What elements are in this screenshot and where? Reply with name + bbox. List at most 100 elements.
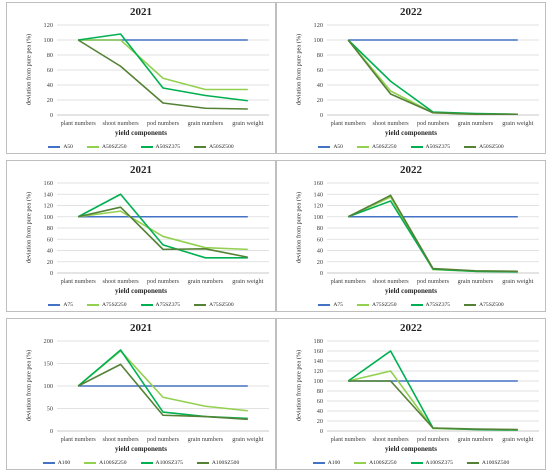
y-tick-label: 120 (44, 203, 53, 210)
y-axis-label: deviation from pure pea (%) (25, 191, 33, 264)
y-axis-label: deviation from pure pea (%) (295, 191, 303, 264)
legend-label: A50SZ500 (479, 144, 504, 150)
y-tick-label: 20 (47, 97, 53, 104)
y-tick-label: 60 (317, 398, 323, 405)
legend-swatch (84, 462, 97, 464)
chart-title: 2022 (400, 322, 422, 334)
legend-item: A50 (48, 144, 73, 150)
chart-title: 2022 (400, 164, 422, 176)
line-chart: 0 20 40 60 80 100 120 140 160 plant numbers shoot … (314, 180, 539, 285)
legend-swatch (466, 462, 479, 464)
x-axis-label: yield components (115, 287, 167, 295)
legend: A100 A100SZ250 A100SZ375 A100SZ500 (7, 460, 275, 466)
x-tick-label: grain weight (232, 120, 263, 127)
x-tick-label: grain numbers (188, 278, 224, 285)
legend-item: A100SZ250 (354, 460, 397, 466)
legend-swatch (194, 146, 207, 148)
y-tick-label: 20 (47, 259, 53, 266)
x-tick-label: grain weight (502, 436, 533, 443)
y-tick-label: 160 (314, 180, 323, 187)
legend-swatch (196, 462, 209, 464)
legend-label: A50 (63, 144, 73, 150)
y-tick-label: 40 (47, 82, 53, 89)
y-tick-label: 80 (47, 225, 53, 232)
chart-title: 2021 (130, 322, 152, 334)
y-tick-label: 50 (47, 406, 53, 413)
y-tick-label: 100 (44, 37, 53, 44)
x-axis-label: yield components (385, 445, 437, 453)
legend-item: A50SZ375 (410, 144, 450, 150)
legend-item: A75SZ375 (410, 302, 450, 308)
x-tick-label: pod numbers (417, 120, 450, 127)
legend-item: A100SZ375 (410, 460, 453, 466)
x-tick-label: pod numbers (147, 436, 180, 443)
legend-swatch (86, 146, 99, 148)
legend-item: A100SZ375 (140, 460, 183, 466)
legend-label: A75SZ250 (101, 302, 127, 308)
legend-swatch (48, 146, 61, 148)
x-tick-label: grain numbers (188, 120, 224, 127)
legend-item: A75 (318, 302, 343, 308)
y-tick-label: 20 (317, 259, 323, 266)
legend-label: A100SZ250 (99, 460, 127, 466)
chart-panel-a50-2021: 2021 0 20 40 60 80 100 120 plant numbers shoot nu… (6, 2, 276, 154)
legend-item: A100 (42, 460, 71, 466)
x-tick-label: grain numbers (188, 436, 224, 443)
series-line-a75sz375 (347, 200, 518, 273)
series-line-a50sz500 (77, 39, 248, 110)
legend-label: A100 (57, 460, 71, 466)
x-tick-label: plant numbers (61, 120, 97, 127)
y-tick-label: 80 (317, 388, 323, 395)
y-tick-label: 80 (47, 52, 53, 59)
x-tick-label: plant numbers (331, 436, 367, 443)
x-tick-label: grain weight (502, 120, 533, 127)
x-tick-label: plant numbers (61, 436, 97, 443)
y-tick-label: 80 (317, 52, 323, 59)
legend-label: A50SZ250 (101, 144, 127, 150)
legend-label: A75SZ250 (371, 302, 397, 308)
x-axis-label: yield components (115, 129, 167, 137)
y-tick-label: 0 (50, 428, 53, 435)
chart-title: 2021 (130, 164, 152, 176)
x-tick-label: plant numbers (331, 120, 367, 127)
legend-label: A50SZ375 (155, 144, 181, 150)
legend-label: A100SZ375 (425, 460, 453, 466)
series-line-a50sz375 (78, 33, 248, 102)
legend-swatch (464, 304, 477, 306)
legend-label: A100 (327, 460, 341, 466)
legend-item: A50 (318, 144, 343, 150)
chart-panel-a100-2022: 2022 0 20 40 60 80 100 120 140 160 180 plant number… (276, 318, 546, 470)
series-line-a100sz500 (77, 363, 248, 421)
legend-label: A75SZ500 (479, 302, 504, 308)
legend-item: A75SZ250 (356, 302, 397, 308)
legend-item: A100SZ500 (196, 460, 239, 466)
legend-swatch (312, 462, 325, 464)
y-tick-label: 0 (50, 112, 53, 119)
legend-swatch (410, 462, 423, 464)
legend-item: A50SZ500 (194, 144, 234, 150)
x-tick-label: shoot numbers (102, 278, 139, 285)
y-tick-label: 160 (44, 180, 53, 187)
legend-swatch (356, 304, 369, 306)
series-line-a100sz375 (347, 350, 518, 431)
y-tick-label: 100 (44, 383, 53, 390)
y-tick-label: 40 (317, 248, 323, 255)
x-axis-label: yield components (385, 287, 437, 295)
series-line-a50sz250 (347, 39, 518, 116)
y-tick-label: 0 (320, 270, 323, 277)
legend-label: A75 (333, 302, 343, 308)
series-line-a75sz375 (77, 193, 248, 259)
legend-item: A100 (312, 460, 341, 466)
x-tick-label: shoot numbers (372, 278, 409, 285)
x-tick-label: pod numbers (417, 278, 450, 285)
legend-item: A75SZ500 (194, 302, 234, 308)
series-line-a75sz500 (78, 206, 248, 259)
y-tick-label: 140 (314, 358, 323, 365)
y-tick-label: 80 (317, 225, 323, 232)
line-chart: 0 20 40 60 80 100 120 plant numbers shoot number… (44, 22, 269, 127)
legend-item: A50SZ500 (464, 144, 504, 150)
y-tick-label: 120 (314, 203, 323, 210)
y-tick-label: 120 (314, 22, 323, 29)
y-tick-label: 180 (314, 338, 323, 345)
legend-label: A50 (333, 144, 343, 150)
